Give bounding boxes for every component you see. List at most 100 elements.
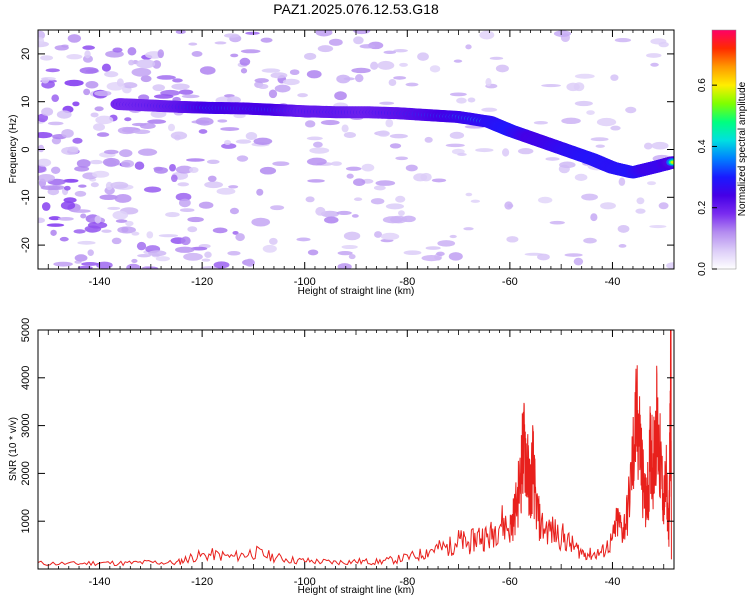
noise-blob: [41, 77, 50, 84]
snr-series-line: [38, 330, 672, 567]
noise-blob: [41, 107, 54, 116]
noise-blob: [590, 137, 609, 142]
noise-blob: [170, 174, 178, 183]
noise-blob: [175, 30, 186, 34]
noise-blob: [485, 78, 492, 87]
noise-blob: [198, 201, 214, 209]
noise-blob: [38, 158, 52, 167]
colorbar-ticks: 0.0 0.2 0.4 0.6: [697, 78, 717, 276]
noise-blob: [235, 139, 252, 144]
noise-blob: [431, 178, 447, 183]
noise-blob: [309, 147, 330, 154]
noise-blob: [395, 156, 408, 161]
noise-blob: [96, 132, 110, 137]
noise-blob: [45, 68, 60, 73]
noise-blob: [175, 246, 195, 253]
noise-blob: [317, 45, 334, 53]
noise-blob: [385, 203, 405, 210]
noise-blob: [170, 131, 188, 140]
snr-xlabel: Height of straight line (km): [298, 585, 415, 596]
noise-blob: [296, 237, 311, 242]
snr-axes: -140 -120 -100 -80 -60 -40 1000 2000 3000 4000 500…: [20, 318, 675, 588]
spectrogram-ytick-label: -20: [20, 237, 32, 253]
noise-blob: [226, 96, 241, 104]
noise-blob: [429, 65, 441, 73]
noise-blob: [217, 119, 228, 123]
noise-blob: [324, 216, 339, 224]
noise-blob: [377, 60, 395, 70]
spectrogram-xtick-label: -140: [89, 276, 111, 288]
noise-blob: [78, 184, 87, 188]
noise-blob: [610, 125, 621, 131]
noise-blob: [74, 254, 88, 262]
noise-blob: [489, 56, 504, 60]
noise-blob: [643, 142, 653, 150]
noise-blob: [232, 230, 239, 235]
noise-blob: [101, 229, 112, 233]
noise-blob: [167, 123, 176, 132]
colorbar-tick-label: 0.0: [697, 262, 708, 276]
noise-blob: [132, 129, 151, 135]
noise-blob: [87, 249, 94, 256]
noise-blob: [117, 226, 136, 234]
noise-blob: [147, 119, 167, 124]
noise-blob: [370, 198, 385, 205]
noise-blob: [425, 246, 441, 250]
noise-blob: [586, 110, 595, 115]
noise-blob: [80, 213, 87, 219]
noise-blob: [82, 45, 95, 50]
noise-blob: [453, 59, 463, 63]
spectrogram-ytick-label: 10: [20, 96, 32, 108]
noise-blob: [297, 93, 308, 98]
noise-blob: [137, 253, 151, 258]
noise-blob: [625, 106, 637, 114]
noise-blob: [306, 70, 322, 79]
noise-blob: [85, 81, 99, 89]
noise-blob: [187, 226, 198, 233]
noise-blob: [93, 123, 105, 131]
noise-blob: [421, 255, 442, 262]
noise-blob: [224, 139, 232, 145]
noise-blob: [504, 201, 513, 210]
snr-plot-area: [38, 330, 672, 567]
noise-blob: [87, 221, 108, 229]
noise-blob: [206, 159, 220, 164]
noise-blob: [128, 59, 135, 66]
noise-blob: [156, 75, 176, 80]
noise-blob: [233, 113, 246, 119]
noise-blob: [336, 74, 351, 84]
spectrogram-xtick-label: -120: [191, 276, 213, 288]
noise-blob: [337, 263, 352, 269]
noise-blob: [221, 143, 237, 149]
spectrogram-ytick-label: 0: [20, 146, 32, 152]
noise-blob: [220, 127, 240, 131]
noise-blob: [346, 173, 354, 179]
noise-blob: [306, 157, 327, 166]
snr-xtick-label: -140: [89, 576, 111, 588]
noise-blob: [171, 83, 190, 90]
noise-blob: [61, 129, 74, 138]
noise-blob: [393, 48, 408, 53]
noise-blob: [581, 193, 598, 201]
noise-blob: [190, 246, 208, 251]
noise-blob: [541, 84, 562, 88]
spectrogram-ytick-label: 20: [20, 48, 32, 60]
noise-blob: [94, 90, 112, 97]
noise-blob: [120, 159, 135, 168]
noise-blob: [537, 196, 553, 204]
noise-blob: [204, 251, 212, 258]
noise-blob: [272, 161, 290, 167]
noise-blob: [230, 53, 239, 58]
noise-blob: [254, 78, 269, 83]
noise-blob: [122, 82, 138, 89]
noise-blob: [153, 94, 174, 99]
noise-blob: [66, 54, 83, 60]
noise-blob: [38, 37, 45, 45]
noise-blob: [115, 219, 128, 223]
noise-blob: [651, 141, 669, 150]
noise-blob: [646, 53, 662, 58]
colorbar-tick-label: 0.4: [697, 139, 708, 153]
noise-blob: [188, 42, 198, 46]
noise-blob: [148, 250, 167, 257]
noise-blob: [239, 57, 251, 66]
